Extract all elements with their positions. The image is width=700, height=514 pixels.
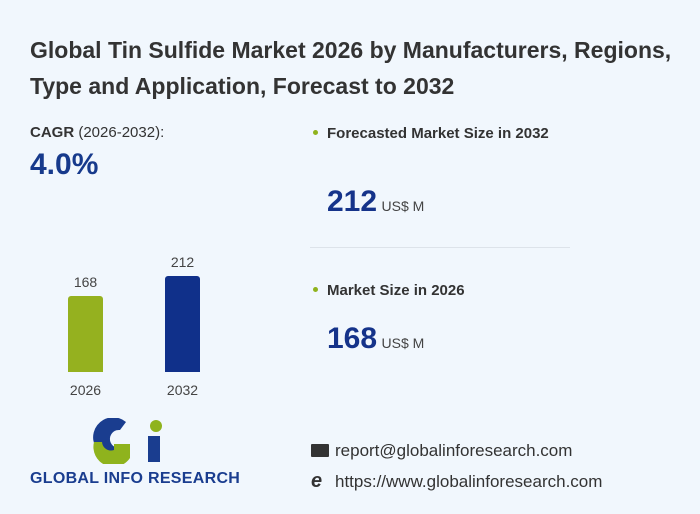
bar-category-label: 2032 (166, 382, 199, 398)
page-title: Global Tin Sulfide Market 2026 by Manufa… (30, 37, 672, 99)
current-value: 168 (327, 322, 378, 355)
cagr-value: 4.0% (30, 148, 99, 181)
forecast-value-group: 212 US$ M (327, 185, 424, 219)
forecast-unit: US$ M (381, 198, 425, 214)
bar-2026 (68, 295, 103, 372)
current-unit: US$ M (381, 335, 425, 351)
web-icon: e (311, 470, 323, 492)
bar-category-label: 2026 (69, 382, 102, 398)
email-icon (311, 444, 329, 457)
logo-mark (90, 417, 170, 469)
website-link[interactable]: https://www.globalinforesearch.com (335, 472, 603, 491)
forecast-value: 212 (327, 185, 378, 218)
bullet-icon (313, 287, 318, 292)
bullet-icon (313, 130, 318, 135)
bar-value-label: 212 (170, 254, 195, 270)
logo-text: GLOBAL INFO RESEARCH (30, 470, 241, 487)
bar-2032 (165, 276, 200, 372)
forecast-label: Forecasted Market Size in 2032 (327, 125, 549, 142)
bar-value-label: 168 (73, 273, 98, 290)
current-value-group: 168 US$ M (327, 322, 424, 356)
divider (310, 247, 570, 248)
email-link[interactable]: report@globalinforesearch.com (335, 441, 573, 460)
current-label: Market Size in 2026 (327, 282, 465, 299)
cagr-label: CAGR (2026-2032): (30, 124, 165, 141)
